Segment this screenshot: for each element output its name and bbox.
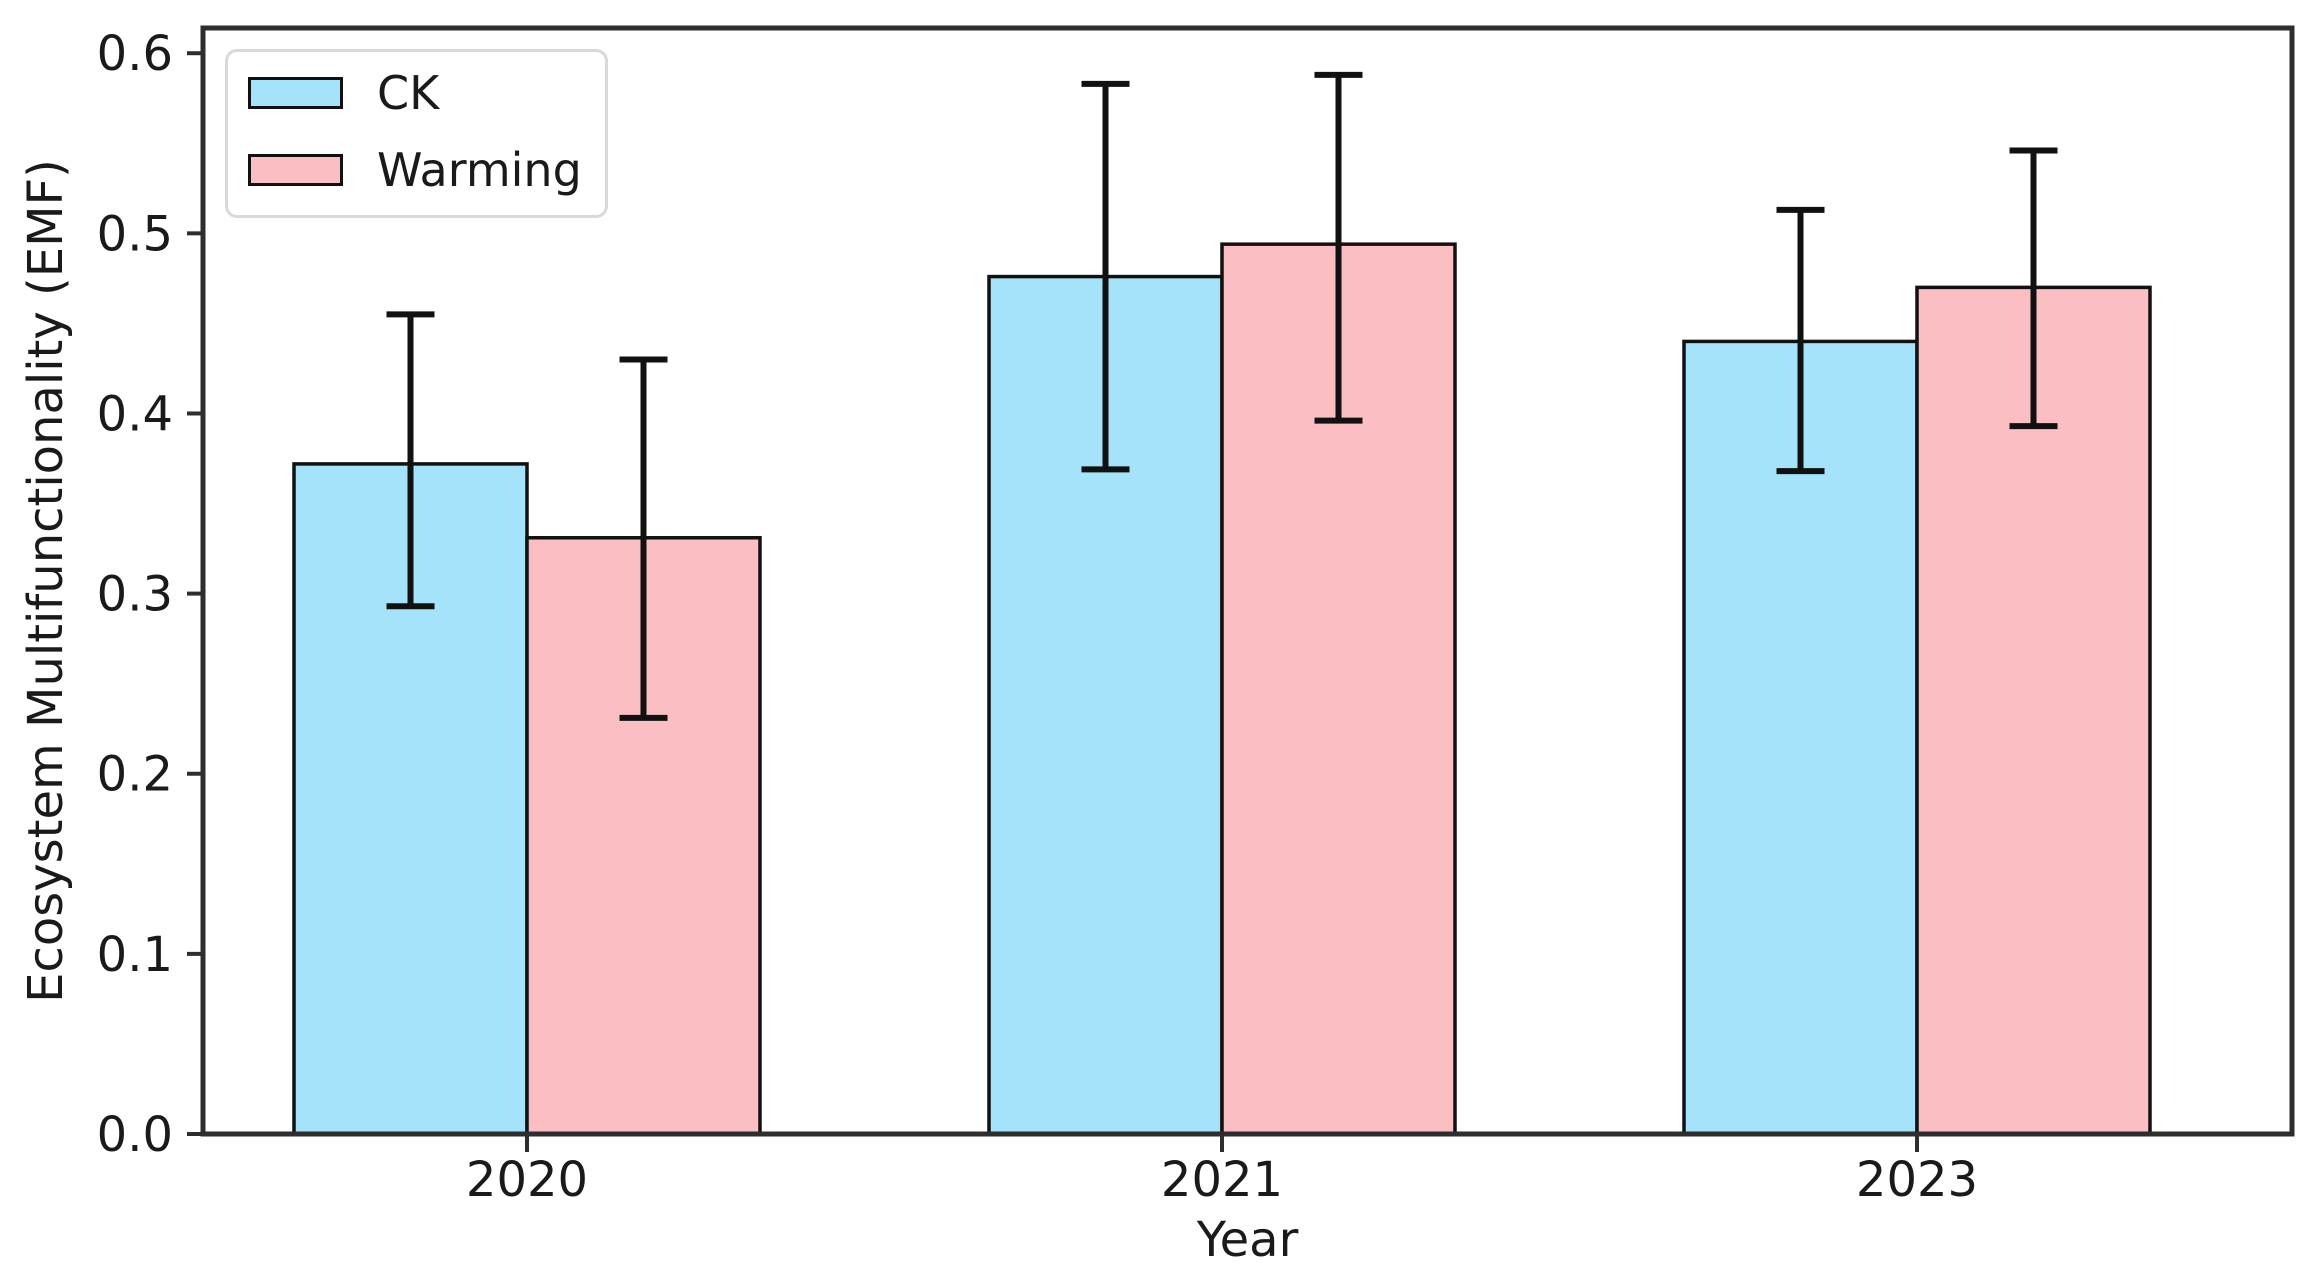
y-tick-label: 0.5 xyxy=(97,206,173,262)
legend-label: Warming xyxy=(377,142,582,197)
x-tick-label: 2021 xyxy=(1161,1152,1283,1208)
x-tick-label: 2023 xyxy=(1856,1152,1978,1208)
x-axis-title: Year xyxy=(1196,1212,1299,1268)
y-tick-label: 0.3 xyxy=(97,567,173,623)
legend-label: CK xyxy=(377,66,440,120)
legend-swatch-warming xyxy=(248,153,343,186)
legend-item-ck: CK xyxy=(248,68,581,119)
y-tick-label: 0.1 xyxy=(97,927,173,983)
legend: CK Warming xyxy=(225,49,608,219)
legend-item-warming: Warming xyxy=(248,142,582,197)
y-tick-label: 0.6 xyxy=(97,26,173,82)
y-tick-label: 0.4 xyxy=(97,386,173,442)
y-axis-title: Ecosystem Multifunctionality (EMF) xyxy=(18,159,74,1003)
y-tick-label: 0.0 xyxy=(97,1107,173,1163)
plot-frame xyxy=(200,25,2295,1137)
y-tick-label: 0.2 xyxy=(97,747,173,803)
legend-swatch-ck xyxy=(248,77,343,110)
x-tick-label: 2020 xyxy=(466,1152,588,1208)
